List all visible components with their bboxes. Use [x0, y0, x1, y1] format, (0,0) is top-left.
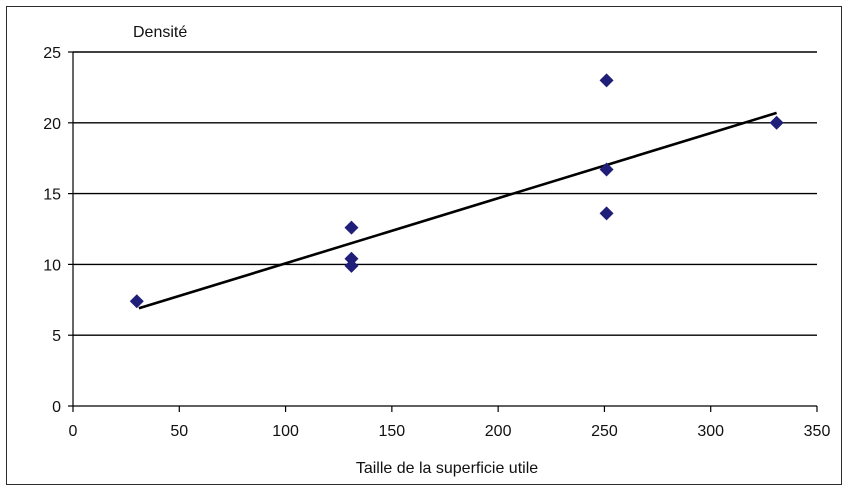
trendline-group	[138, 111, 777, 310]
trendline	[138, 111, 777, 310]
chart-frame: 0 5 10 15 20 25 0 50 100 150 200 250 300 350 Densité …	[6, 6, 842, 485]
x-tick-label-300: 300	[697, 423, 724, 440]
data-point-7	[599, 206, 614, 221]
data-point-6	[599, 162, 614, 177]
gridlines	[73, 51, 817, 336]
y-axis-label: Densité	[133, 24, 187, 41]
data-point-1	[129, 294, 144, 309]
x-tick-label-200: 200	[485, 423, 512, 440]
y-tick-label-10: 10	[43, 257, 61, 274]
y-tick-label-25: 25	[43, 45, 61, 62]
data-points	[129, 73, 784, 309]
x-tick-label-100: 100	[272, 423, 299, 440]
y-tick-label-0: 0	[52, 399, 61, 416]
axes	[68, 51, 818, 412]
data-point-3	[344, 251, 359, 266]
data-point-2	[344, 220, 359, 235]
y-tick-label-20: 20	[43, 116, 61, 133]
data-point-8	[769, 115, 784, 130]
x-axis-label: Taille de la superficie utile	[356, 460, 538, 477]
x-tick-label-250: 250	[591, 423, 618, 440]
data-point-5	[599, 73, 614, 88]
x-tick-label-0: 0	[69, 423, 78, 440]
y-tick-label-15: 15	[43, 187, 61, 204]
x-tick-label-50: 50	[170, 423, 188, 440]
y-tick-label-5: 5	[52, 328, 61, 345]
data-point-4	[344, 258, 359, 273]
x-tick-label-150: 150	[379, 423, 406, 440]
x-tick-label-350: 350	[804, 423, 831, 440]
